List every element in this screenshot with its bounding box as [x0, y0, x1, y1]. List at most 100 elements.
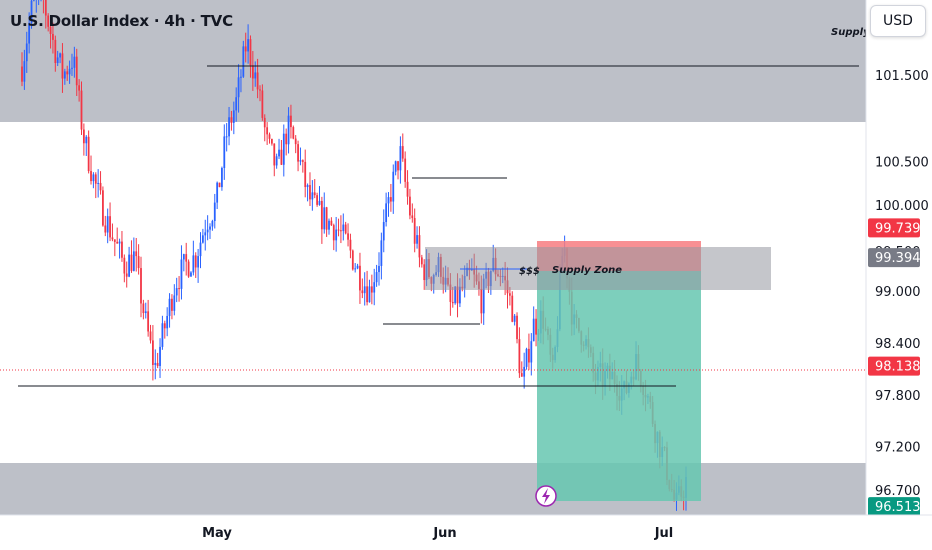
candle-body — [516, 315, 518, 340]
candle-body — [68, 68, 71, 75]
candle-body — [268, 134, 271, 139]
candle-body — [530, 341, 533, 363]
candle-body — [85, 136, 88, 144]
candle-body — [109, 216, 111, 238]
candle-body — [118, 241, 121, 244]
price-axis-ticks: 101.500 100.500 100.000 99.000 98.400 97.800 9… — [875, 69, 929, 499]
candle-body — [459, 286, 461, 304]
candle-body — [266, 127, 269, 135]
candle-body — [354, 268, 357, 270]
candle-body — [389, 197, 392, 202]
time-axis[interactable] — [0, 515, 932, 550]
candle-body — [294, 138, 297, 145]
candle-body — [411, 215, 414, 219]
candle-body — [528, 348, 530, 363]
lightning-icon[interactable] — [535, 485, 557, 507]
candle-body — [311, 192, 314, 200]
candle-body — [116, 241, 119, 244]
candle-body — [206, 229, 209, 233]
candle-body — [451, 301, 454, 304]
price-badge — [868, 248, 920, 268]
candle-body — [237, 77, 240, 98]
candle-body — [254, 72, 257, 79]
candle-body — [147, 311, 150, 332]
candle-body — [171, 298, 173, 311]
price-badge — [868, 356, 920, 376]
candle-body — [244, 46, 247, 52]
candle-body — [251, 65, 254, 79]
candle-body — [347, 233, 349, 240]
candle-body — [135, 251, 138, 257]
y-tick-label: 100.000 — [875, 199, 929, 214]
candle-body — [201, 235, 204, 243]
candle-body — [259, 89, 261, 91]
candle-body — [420, 257, 423, 265]
candle-body — [235, 97, 238, 111]
x-tick-jul: Jul — [654, 526, 674, 541]
candle-body — [454, 286, 457, 304]
candle-body — [230, 117, 233, 123]
candle-body — [280, 149, 283, 165]
y-tick-label: 97.800 — [875, 389, 921, 404]
candle-body — [209, 226, 211, 230]
candle-body — [511, 295, 514, 322]
candle-body — [261, 90, 264, 118]
y-tick-label: 97.200 — [875, 441, 921, 456]
candle-body — [456, 286, 459, 304]
candle-body — [263, 117, 266, 128]
candle-body — [32, 0, 35, 1]
price-badge-label: 96.513 — [875, 500, 921, 515]
candle-body — [309, 185, 311, 200]
candle-body — [90, 171, 92, 182]
candle-body — [423, 264, 426, 281]
x-tick-jun: Jun — [432, 526, 456, 541]
y-tick-label: 101.500 — [875, 69, 929, 84]
candle-body — [163, 323, 166, 329]
candle-body — [178, 288, 180, 290]
candle-body — [278, 149, 280, 157]
candle-body — [480, 288, 483, 314]
candle-body — [151, 340, 154, 365]
candle-body — [87, 136, 90, 172]
candle-body — [332, 225, 335, 241]
candle-body — [270, 138, 273, 144]
price-badge-label: 99.739 — [875, 221, 921, 236]
candle-body — [92, 174, 95, 182]
candle-body — [228, 117, 230, 137]
candle-body — [247, 39, 249, 52]
candle-body — [304, 161, 307, 188]
candle-body — [397, 161, 399, 171]
candle-body — [449, 284, 452, 302]
candle-body — [63, 71, 66, 79]
supply-zone-label-top: Supply Z — [831, 27, 881, 38]
candle-body — [387, 197, 390, 204]
candle-body — [30, 0, 33, 23]
candle-body — [121, 241, 123, 258]
liquidity-label: $$$ — [519, 266, 540, 277]
candle-body — [382, 222, 385, 241]
candle-body — [204, 232, 207, 236]
candle-body — [273, 143, 276, 166]
candle-body — [301, 160, 304, 162]
candle-body — [21, 66, 23, 82]
currency-button[interactable]: USD — [870, 5, 926, 37]
y-tick-label: 98.400 — [875, 337, 921, 352]
candle-body — [399, 146, 402, 171]
candle-body — [149, 331, 152, 341]
candle-body — [197, 256, 200, 268]
candle-body — [356, 265, 359, 269]
candle-body — [102, 190, 104, 226]
y-tick-label: 96.700 — [875, 484, 921, 499]
candle-body — [144, 311, 147, 314]
candle-body — [406, 181, 409, 197]
candle-body — [532, 318, 535, 342]
candle-body — [185, 254, 188, 262]
y-tick-label: 100.500 — [875, 156, 929, 171]
candle-body — [256, 72, 259, 90]
candle-body — [104, 225, 107, 233]
candle-body — [223, 136, 226, 169]
candle-body — [375, 272, 378, 283]
candle-body — [368, 286, 371, 303]
candle-body — [413, 218, 416, 244]
